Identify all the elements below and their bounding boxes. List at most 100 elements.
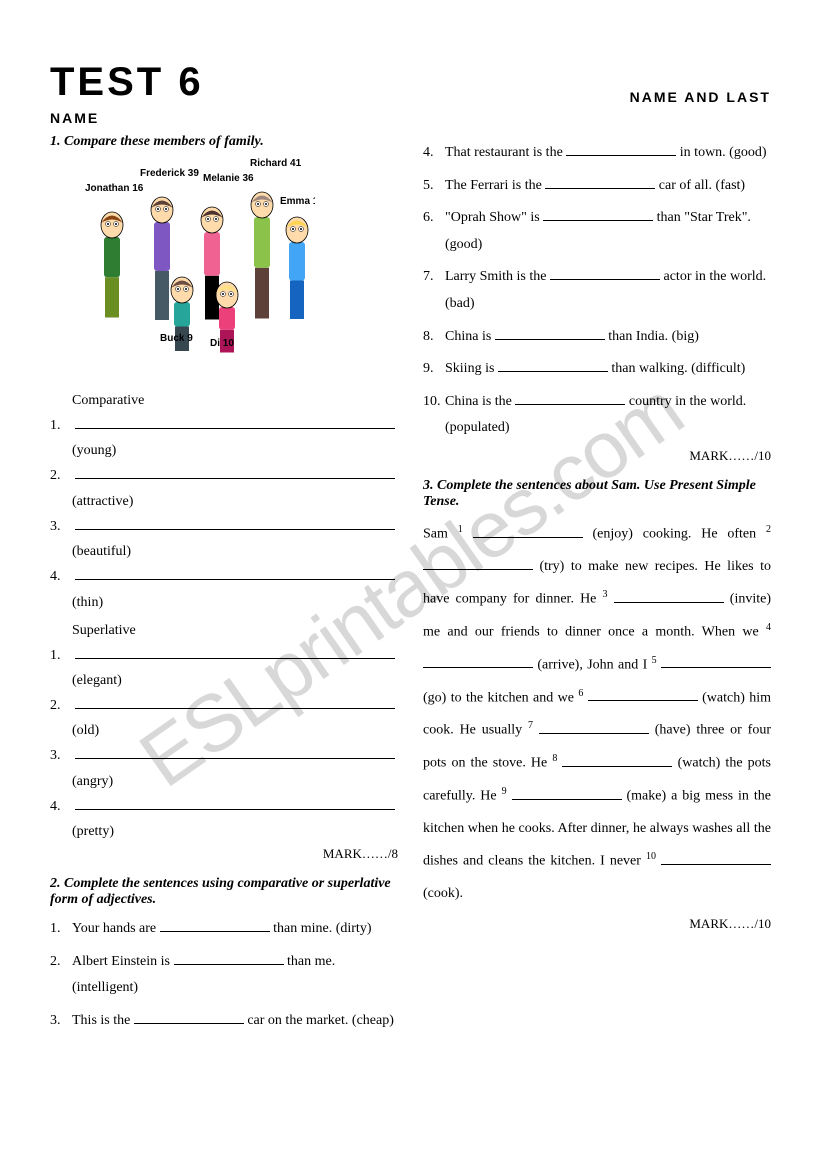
sentence-text: The Ferrari is the car of all. (fast) [445,173,771,200]
sentence-item: 1.Your hands are than mine. (dirty) [50,916,398,943]
blank-line[interactable] [75,415,395,429]
svg-text:Jonathan 16: Jonathan 16 [85,183,144,194]
list-item: 4. [50,566,398,588]
sentence-item: 10.China is the country in the world. (p… [423,389,771,442]
sentence-text: That restaurant is the in town. (good) [445,140,771,167]
item-number: 9. [423,356,445,383]
item-number: 10. [423,389,445,416]
hint-text: (beautiful) [72,544,398,560]
blank-number: 5 [652,655,657,666]
hint-text: (attractive) [72,494,398,510]
section2-mark: MARK……/10 [423,448,771,464]
list-item: 2. [50,465,398,487]
blank-number: 6 [578,688,583,699]
blank-number: 10 [646,851,656,862]
blank-inline[interactable] [661,656,771,668]
blank-inline[interactable] [423,656,533,668]
blank-inline[interactable] [515,393,625,405]
list-item: 3. [50,745,398,767]
blank-inline[interactable] [566,144,676,156]
sentence-item: 9.Skiing is than walking. (difficult) [423,356,771,383]
left-column: 1. Compare these members of family. Jona… [50,134,398,1041]
section2-list-right: 4.That restaurant is the in town. (good)… [423,140,771,442]
sentence-text: Your hands are than mine. (dirty) [72,916,398,943]
blank-inline[interactable] [473,526,583,538]
hint-text: (young) [72,443,398,459]
blank-inline[interactable] [543,209,653,221]
blank-line[interactable] [75,566,395,580]
item-number: 2. [50,695,72,717]
sentence-item: 5.The Ferrari is the car of all. (fast) [423,173,771,200]
blank-line[interactable] [75,516,395,530]
family-svg: Jonathan 16Frederick 39Melanie 36Richard… [75,158,315,373]
blank-number: 2 [766,524,771,535]
blank-line[interactable] [75,465,395,479]
title-row: TEST 6 NAME AND LAST [50,60,771,105]
hint-text: (elegant) [72,673,398,689]
hint-text: (pretty) [72,824,398,840]
item-number: 1. [50,645,72,667]
section2-title: 2. Complete the sentences using comparat… [50,876,398,908]
blank-inline[interactable] [550,268,660,280]
sentence-text: This is the car on the market. (cheap) [72,1008,398,1035]
sentence-text: Skiing is than walking. (difficult) [445,356,771,383]
blank-number: 3 [603,589,608,600]
comparative-list: 1.(young)2.(attractive) 3. (beautiful)4.(t… [50,415,398,611]
sentence-text: Albert Einstein is than me. (intelligent… [72,949,398,1002]
columns: 1. Compare these members of family. Jona… [50,134,771,1041]
blank-inline[interactable] [498,360,608,372]
blank-inline[interactable] [562,755,672,767]
sentence-item: 3.This is the car on the market. (cheap) [50,1008,398,1035]
sentence-item: 8.China is than India. (big) [423,324,771,351]
blank-line[interactable] [75,645,395,659]
name-last-label: NAME AND LAST [630,89,771,105]
svg-text:Frederick 39: Frederick 39 [140,168,199,179]
item-number: 4. [50,796,72,818]
list-item: 1. [50,415,398,437]
item-number: 1. [50,916,72,943]
list-item: 4. [50,796,398,818]
blank-inline[interactable] [495,328,605,340]
section3-mark: MARK……/10 [423,916,771,932]
blank-number: 4 [766,622,771,633]
item-number: 4. [423,140,445,167]
blank-inline[interactable] [160,920,270,932]
item-number: 4. [50,566,72,588]
svg-text:Buck 9: Buck 9 [160,333,193,344]
svg-text:Richard 41: Richard 41 [250,158,302,169]
superlative-label: Superlative [72,623,398,639]
family-illustration: Jonathan 16Frederick 39Melanie 36Richard… [75,158,315,373]
blank-inline[interactable] [134,1012,244,1024]
hint-text: (thin) [72,595,398,611]
blank-line[interactable] [75,745,395,759]
item-number: 6. [423,205,445,232]
blank-inline[interactable] [512,788,622,800]
right-column: 4.That restaurant is the in town. (good)… [423,134,771,1041]
svg-text:Di 10: Di 10 [210,338,234,349]
blank-line[interactable] [75,796,395,810]
superlative-list: 1.(elegant)2.(old)3.(angry)4.(pretty) [50,645,398,841]
section1-title: 1. Compare these members of family. [50,134,398,150]
hint-text: (angry) [72,774,398,790]
section2-list-left: 1.Your hands are than mine. (dirty) 2.Alb… [50,916,398,1034]
blank-line[interactable] [75,695,395,709]
blank-inline[interactable] [174,953,284,965]
name-sub-label: NAME [50,110,771,126]
blank-inline[interactable] [614,591,724,603]
blank-inline[interactable] [661,853,771,865]
hint-text: (old) [72,723,398,739]
blank-inline[interactable] [423,558,533,570]
comparative-label: Comparative [72,393,398,409]
sentence-item: 2.Albert Einstein is than me. (intellige… [50,949,398,1002]
list-item: 2. [50,695,398,717]
blank-inline[interactable] [545,177,655,189]
item-number: 2. [50,465,72,487]
section3-title: 3. Complete the sentences about Sam. Use… [423,478,771,510]
item-number: 1. [50,415,72,437]
list-item: 3. [50,516,398,538]
blank-inline[interactable] [539,722,649,734]
item-number: 3. [50,745,72,767]
page-title: TEST 6 [50,60,204,105]
blank-inline[interactable] [588,689,698,701]
blank-number: 8 [552,753,557,764]
